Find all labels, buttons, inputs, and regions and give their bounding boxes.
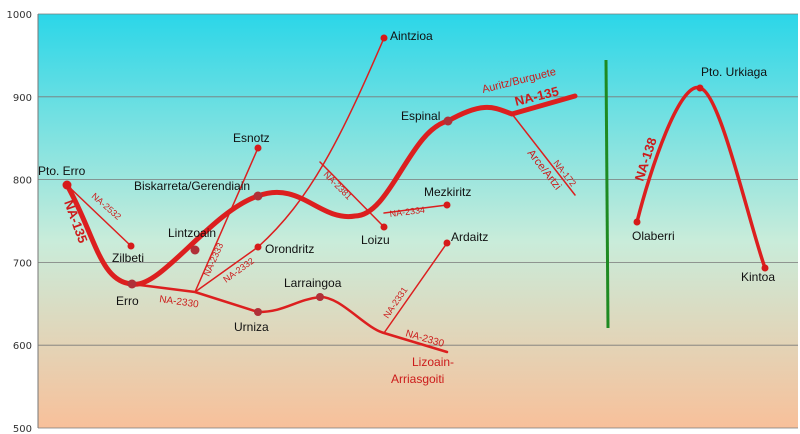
label-ardaitz: Ardaitz: [451, 230, 488, 244]
point-olaberri: [633, 218, 641, 226]
label-urniza: Urniza: [234, 320, 269, 334]
road-aintzioa: [257, 37, 385, 248]
place-labels: Pto. Erro Zilbeti Erro Lintzoain Biskarr…: [38, 29, 775, 334]
point-biskarreta: [253, 191, 263, 201]
road-na2332: [194, 246, 259, 293]
point-loizu: [380, 223, 388, 231]
road-na2331: [383, 242, 448, 334]
label-orondritz: Orondritz: [265, 242, 314, 256]
label-erro: Erro: [116, 294, 139, 308]
point-ardaitz: [443, 239, 451, 247]
label-espinal: Espinal: [401, 109, 440, 123]
label-aintzioa: Aintzioa: [390, 29, 433, 43]
label-loizu: Loizu: [361, 233, 390, 247]
road-label-na2334: NA-2334: [389, 205, 425, 219]
divider-line: [604, 59, 610, 329]
road-na2333: [194, 147, 259, 293]
destination-lizoain-line2: Arriasgoiti: [391, 372, 444, 386]
point-erro: [127, 279, 137, 289]
label-esnotz: Esnotz: [233, 131, 270, 145]
road-na2532: [66, 184, 132, 247]
label-olaberri: Olaberri: [632, 229, 675, 243]
place-points: [62, 34, 769, 316]
point-aintzioa: [380, 34, 388, 42]
point-pto-erro: [62, 180, 72, 190]
point-mezkiritz: [443, 201, 451, 209]
y-axis: 500 600 700 800 900 1000: [7, 10, 39, 434]
point-orondritz: [254, 243, 262, 251]
road-label-na2330-left: NA-2330: [159, 294, 200, 310]
destination-lizoain-line1: Lizoain-: [412, 355, 454, 369]
road-na2334: [383, 204, 448, 214]
y-tick-label-700: 700: [13, 258, 32, 269]
y-tick-label-800: 800: [13, 176, 32, 187]
label-pto-urkiaga: Pto. Urkiaga: [701, 65, 767, 79]
y-tick-label-600: 600: [13, 341, 32, 352]
point-zilbeti: [127, 242, 135, 250]
label-larraingoa: Larraingoa: [284, 276, 342, 290]
point-espinal: [443, 116, 453, 126]
label-lintzoain: Lintzoain: [168, 226, 216, 240]
label-zilbeti: Zilbeti: [112, 251, 144, 265]
y-grid: [38, 13, 798, 429]
y-tick-label-900: 900: [13, 93, 32, 104]
point-urniza: [254, 308, 262, 316]
label-biskarreta: Biskarreta/Gerendiain: [134, 179, 250, 193]
road-na172: [511, 113, 576, 196]
label-kintoa: Kintoa: [741, 270, 775, 284]
plot-area: [38, 14, 798, 428]
y-tick-label-500: 500: [13, 424, 32, 434]
point-larraingoa: [316, 293, 324, 301]
point-lintzoain: [190, 245, 200, 255]
road-na2381: [319, 161, 385, 228]
label-pto-erro: Pto. Erro: [38, 164, 86, 178]
point-pto-urkiaga: [696, 84, 704, 92]
y-tick-label-1000: 1000: [7, 10, 32, 21]
point-esnotz: [254, 144, 262, 152]
label-mezkiritz: Mezkiritz: [424, 185, 471, 199]
point-kintoa: [761, 264, 769, 272]
